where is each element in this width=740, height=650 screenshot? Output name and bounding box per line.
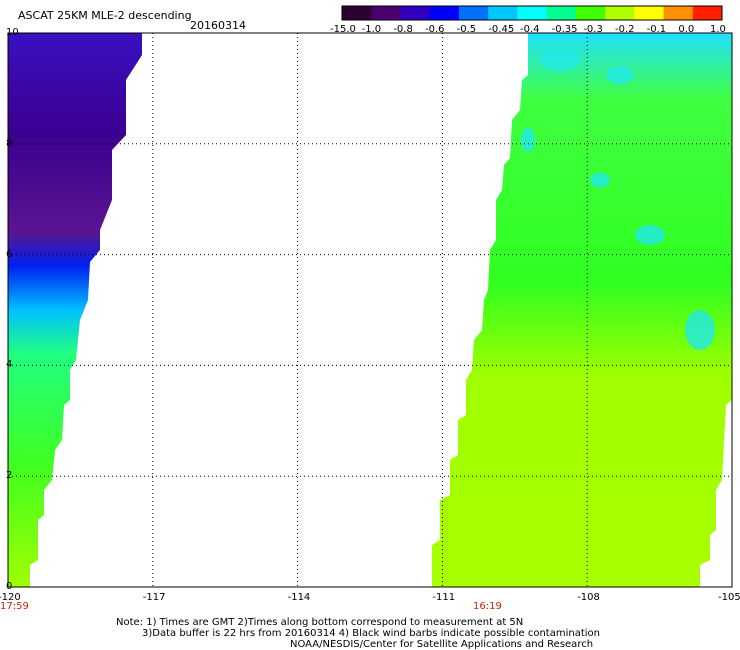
colorbar-tick-label: -0.5 <box>456 24 477 35</box>
colorbar <box>341 5 723 21</box>
colorbar-swatch <box>342 6 372 20</box>
colorbar-tick-label: -0.35 <box>551 24 578 35</box>
colorbar-tick-label: -0.3 <box>583 24 603 35</box>
satellite-swath-west <box>8 33 142 587</box>
colorbar-tick-label: 0.0 <box>678 24 695 35</box>
x-tick-label: -117 <box>142 592 166 603</box>
x-tick-label: -120 <box>0 592 21 603</box>
colorbar-tick-label: 1.0 <box>710 24 726 35</box>
colorbar-swatch <box>429 6 460 20</box>
colorbar-tick-label: -0.4 <box>520 24 540 35</box>
swath-anomaly <box>685 310 715 350</box>
colorbar-swatch <box>488 6 518 20</box>
swath-anomaly <box>635 225 665 245</box>
swath-anomaly <box>590 172 610 188</box>
colorbar-tick-label: -0.6 <box>425 24 445 35</box>
swath-anomaly <box>606 66 634 84</box>
colorbar-swatch <box>517 6 548 20</box>
colorbar-swatch <box>458 6 489 20</box>
swath-anomaly <box>540 49 580 71</box>
note-line-3: NOAA/NESDIS/Center for Satellite Applica… <box>290 639 594 650</box>
colorbar-swatch <box>575 6 606 20</box>
map-plot <box>7 32 733 588</box>
y-tick-label: 2 <box>6 470 13 482</box>
colorbar-swatch <box>634 6 665 20</box>
colorbar-tick-label: -1.0 <box>361 24 382 35</box>
map-date: 20160314 <box>190 19 246 32</box>
x-tick-label: -114 <box>287 592 311 603</box>
colorbar-tick-label: -0.2 <box>615 24 635 35</box>
colorbar-swatch <box>400 6 431 20</box>
satellite-swath-east <box>432 33 732 587</box>
x-tick-label: -108 <box>577 592 600 603</box>
x-tick-label: -105 <box>718 592 740 603</box>
note-line-1: Note: 1) Times are GMT 2)Times along bot… <box>116 617 524 628</box>
colorbar-swatch <box>692 6 723 20</box>
colorbar-tick-label: -15.0 <box>330 24 356 35</box>
y-tick-label: 6 <box>6 248 13 260</box>
pass-time-label: 17:59 <box>0 601 29 612</box>
colorbar-tick-label: -0.45 <box>488 24 515 35</box>
y-tick-label: 8 <box>6 137 13 149</box>
colorbar-tick-label: -0.8 <box>393 24 413 35</box>
colorbar-tick-label: -0.1 <box>646 24 667 35</box>
y-tick-label: 4 <box>6 359 13 371</box>
x-tick-label: -111 <box>432 592 456 603</box>
colorbar-swatch <box>546 6 577 20</box>
y-tick-label: 0 <box>6 581 13 592</box>
colorbar-swatch <box>371 6 401 20</box>
colorbar-swatch <box>605 6 635 20</box>
y-tick-label: 10 <box>6 27 19 38</box>
pass-time-label: 16:19 <box>473 601 502 612</box>
note-line-2: 3)Data buffer is 22 hrs from 20160314 4)… <box>142 628 600 639</box>
colorbar-swatch <box>663 6 694 20</box>
map-title: ASCAT 25KM MLE-2 descending <box>18 9 192 22</box>
swath-anomaly <box>521 127 535 153</box>
